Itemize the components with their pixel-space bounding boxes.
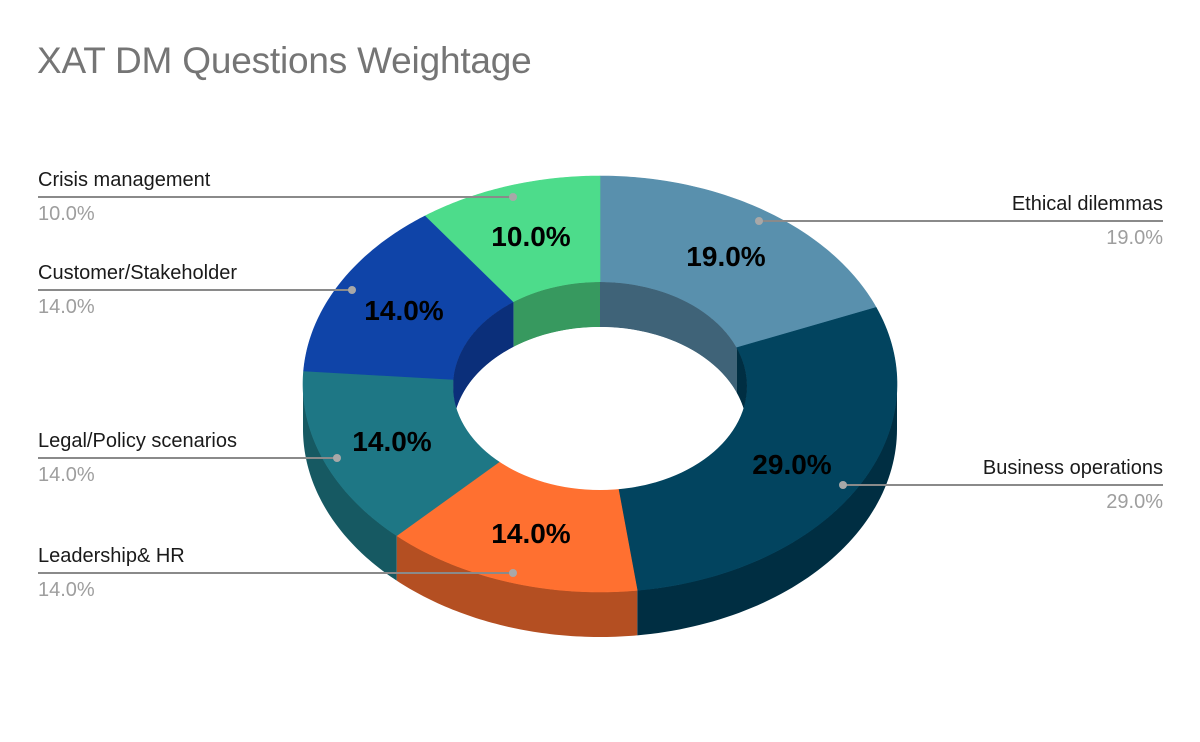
callout-value-crisis: 10.0% <box>38 203 95 225</box>
inner-wall-5 <box>513 282 600 347</box>
callout-name-crisis: Crisis management <box>38 169 211 191</box>
leader-dot-legal <box>333 454 341 462</box>
callout-value-leadership: 14.0% <box>38 579 95 601</box>
callout-value-customer: 14.0% <box>38 296 95 318</box>
callout-name-legal: Legal/Policy scenarios <box>38 430 237 452</box>
donut-top-faces <box>302 175 898 593</box>
callout-name-business: Business operations <box>982 457 1163 479</box>
leader-dot-crisis <box>509 193 517 201</box>
callout-value-legal: 14.0% <box>38 464 95 486</box>
callout-value-business: 29.0% <box>1106 491 1163 513</box>
inner-wall-0 <box>600 282 737 393</box>
slice-label-customer: 14.0% <box>364 295 444 326</box>
slice-label-leadership: 14.0% <box>491 518 571 549</box>
chart-title: XAT DM Questions Weightage <box>37 40 532 81</box>
inner-wall-4 <box>453 301 514 425</box>
leader-dot-customer <box>348 286 356 294</box>
leader-dot-business <box>839 481 847 489</box>
leader-lines <box>38 193 1163 577</box>
leader-dot-ethical <box>755 217 763 225</box>
slice-label-crisis: 10.0% <box>491 221 571 252</box>
side-wall-3 <box>303 384 397 581</box>
callout-value-ethical: 19.0% <box>1106 227 1163 249</box>
callout-name-customer: Customer/Stakeholder <box>38 262 237 284</box>
slice-label-business: 29.0% <box>752 449 832 480</box>
slice-label-legal: 14.0% <box>352 426 432 457</box>
donut-inner-walls <box>453 282 747 431</box>
side-wall-1 <box>637 384 897 636</box>
callout-name-leadership: Leadership& HR <box>38 545 185 567</box>
donut-side-walls <box>303 384 897 637</box>
callout-name-ethical: Ethical dilemmas <box>1011 193 1163 215</box>
leader-dot-leadership <box>509 569 517 577</box>
side-wall-2 <box>396 535 638 637</box>
slice-label-ethical: 19.0% <box>686 241 766 272</box>
